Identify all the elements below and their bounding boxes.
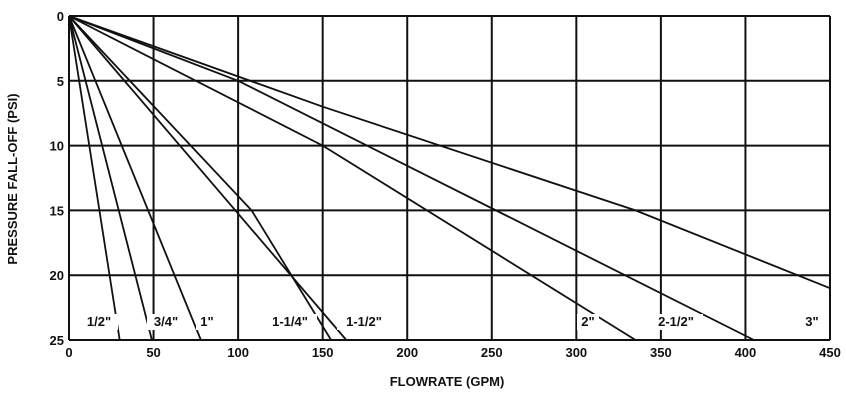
series-label-bg bbox=[80, 314, 118, 330]
series-line bbox=[68, 15, 332, 341]
series-label: 2" bbox=[581, 314, 594, 329]
y-tick-label: 10 bbox=[50, 139, 64, 154]
y-axis-label: PRESSURE FALL-OFF (PSI) bbox=[5, 93, 20, 264]
y-tick-label: 20 bbox=[50, 268, 64, 283]
series-label-bg bbox=[147, 314, 185, 330]
series-line bbox=[68, 15, 153, 341]
tick-labels: 0 50 100 150 200 250 300 350 400 450 0 5 10 15 20 25 bbox=[50, 9, 841, 360]
x-tick-label: 400 bbox=[735, 345, 757, 360]
x-tick-label: 100 bbox=[227, 345, 249, 360]
series-line bbox=[68, 15, 202, 341]
series-label: 3/4" bbox=[154, 314, 178, 329]
grid bbox=[68, 15, 831, 341]
series-label-bg bbox=[263, 314, 317, 330]
x-axis-label: FLOWRATE (GPM) bbox=[390, 374, 505, 389]
y-tick-label: 0 bbox=[57, 9, 64, 24]
series-label-bg bbox=[649, 314, 703, 330]
series-line bbox=[68, 15, 636, 341]
series-label-bg bbox=[577, 314, 599, 330]
y-tick-label: 5 bbox=[57, 74, 64, 89]
series-label-bg bbox=[196, 314, 218, 330]
x-tick-label: 350 bbox=[650, 345, 672, 360]
series-labels: 1/2" 3/4" 1" 1-1/4" 1-1/2" 2" 2-1/2" 3" bbox=[80, 314, 823, 330]
series-line bbox=[68, 15, 121, 341]
x-tick-label: 50 bbox=[146, 345, 160, 360]
series-label: 1" bbox=[200, 314, 213, 329]
series-label: 1/2" bbox=[87, 314, 111, 329]
x-tick-label: 300 bbox=[565, 345, 587, 360]
x-tick-label: 250 bbox=[481, 345, 503, 360]
series-line bbox=[68, 15, 831, 290]
series-label-bg bbox=[801, 314, 823, 330]
series-label-bg bbox=[337, 314, 391, 330]
y-tick-label: 15 bbox=[50, 203, 64, 218]
series-label: 2-1/2" bbox=[658, 314, 694, 329]
x-tick-label: 200 bbox=[396, 345, 418, 360]
series-label: 1-1/4" bbox=[272, 314, 308, 329]
series-label: 3" bbox=[805, 314, 818, 329]
series-line bbox=[68, 15, 347, 341]
x-tick-label: 150 bbox=[312, 345, 334, 360]
series-lines bbox=[68, 15, 831, 341]
x-tick-label: 0 bbox=[65, 345, 72, 360]
series-line bbox=[68, 15, 755, 341]
x-tick-label: 450 bbox=[819, 345, 841, 360]
series-label: 1-1/2" bbox=[346, 314, 382, 329]
y-tick-label: 25 bbox=[50, 333, 64, 348]
